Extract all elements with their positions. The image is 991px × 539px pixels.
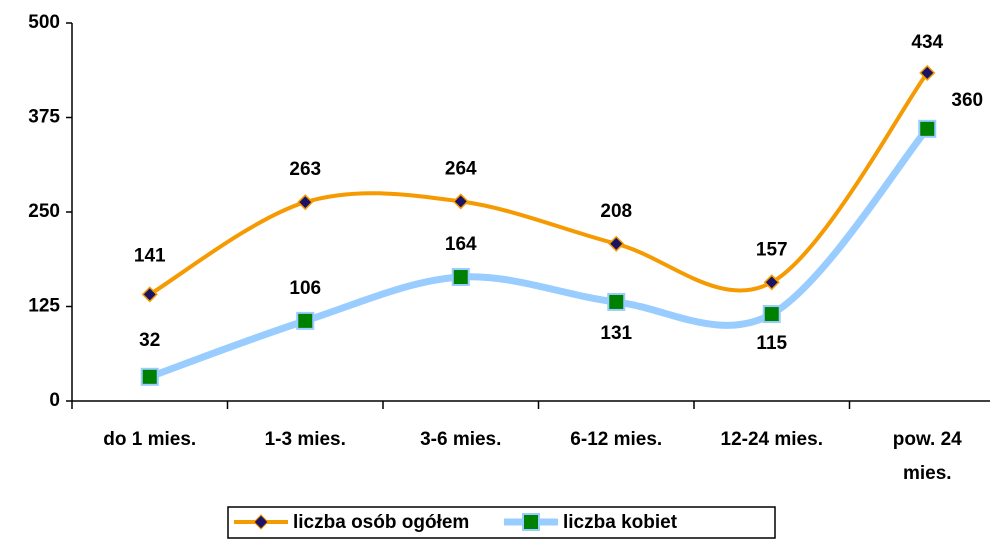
data-label: 32 [139,330,160,351]
y-tick-label: 500 [28,12,60,33]
legend-marker [253,514,269,530]
x-tick-label: pow. 24 mies. [893,429,962,484]
y-tick-label: 125 [28,296,60,317]
data-label: 141 [134,245,166,266]
data-label: 360 [951,90,983,111]
data-label: 264 [445,158,477,179]
x-tick-label: 12-24 mies. [721,429,823,450]
data-label: 208 [600,201,632,222]
x-tick-label: 3-6 mies. [420,429,501,450]
marker [452,193,469,210]
data-label: 106 [289,278,321,299]
marker [762,305,781,324]
legend-label: liczba kobiet [563,512,678,533]
marker [608,235,625,252]
marker [141,286,158,303]
x-tick-label: do 1 mies. [103,429,196,450]
data-label: 131 [600,323,632,344]
y-tick-label: 375 [28,107,60,128]
marker [296,311,315,330]
x-tick-label: 1-3 mies. [265,429,346,450]
y-tick-label: 0 [49,390,60,411]
marker [919,64,936,81]
marker [763,274,780,291]
data-label: 434 [911,32,943,53]
data-label: 164 [445,234,477,255]
series-line [148,71,929,297]
data-label: 263 [289,159,321,180]
legend-box [227,506,776,539]
series-line [148,126,930,381]
marker [140,367,159,386]
legend-marker [522,513,540,531]
y-tick-label: 250 [28,201,60,222]
data-label: 157 [756,239,788,260]
legend-label: liczba osób ogółem [293,512,469,533]
marker [297,194,314,211]
marker [918,119,937,138]
marker [607,292,626,311]
marker [451,268,470,287]
x-tick-label: 6-12 mies. [570,429,662,450]
data-label: 115 [756,333,787,354]
